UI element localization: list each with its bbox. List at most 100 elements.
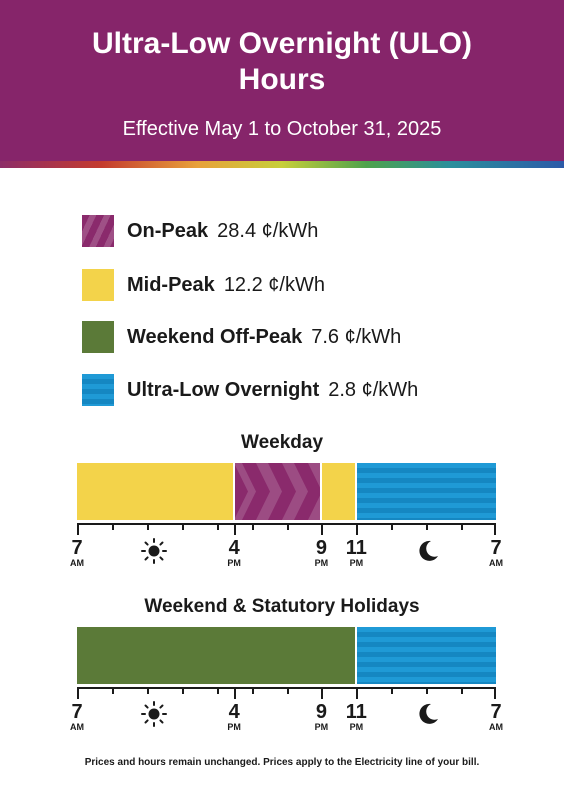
legend-name: Ultra-Low Overnight bbox=[127, 378, 320, 401]
minor-tick bbox=[286, 523, 289, 530]
page-title: Ultra-Low Overnight (ULO) Hours bbox=[0, 26, 564, 98]
minor-tick bbox=[461, 687, 464, 694]
minor-tick bbox=[146, 523, 149, 530]
weekday-timeline-bar bbox=[77, 463, 496, 520]
ultra-low-overnight-swatch bbox=[82, 374, 114, 406]
minor-tick bbox=[426, 687, 429, 694]
minor-tick bbox=[251, 523, 254, 530]
weekend-off-peak bbox=[77, 627, 356, 684]
tick-am-pm: PM bbox=[349, 558, 364, 568]
weekday-mid-peak-morning bbox=[77, 463, 234, 520]
weekend-time-axis bbox=[77, 684, 496, 700]
axis-tick-label: 9 PM bbox=[301, 538, 341, 569]
axis-tick-label: 7 AM bbox=[57, 702, 97, 733]
title-line-1: Ultra-Low Overnight (ULO) bbox=[92, 27, 472, 60]
weekday-mid-peak-evening bbox=[321, 463, 356, 520]
minor-tick bbox=[391, 523, 394, 530]
tick-am-pm: AM bbox=[70, 722, 84, 732]
moon-icon bbox=[419, 703, 438, 724]
minor-tick bbox=[181, 523, 184, 530]
legend-item-on-peak: On-Peak 28.4 ¢/kWh bbox=[82, 215, 318, 247]
segment-divider bbox=[355, 627, 357, 684]
major-tick bbox=[77, 523, 79, 535]
minor-tick bbox=[461, 523, 464, 530]
tick-hour: 7 bbox=[71, 537, 83, 559]
tick-am-pm: AM bbox=[70, 558, 84, 568]
weekday-ultra-low-overnight bbox=[356, 463, 496, 520]
axis-tick-label: 7 AM bbox=[57, 538, 97, 569]
major-tick bbox=[494, 687, 496, 699]
on-peak-chevron-pattern bbox=[234, 463, 321, 520]
legend-name: On-Peak bbox=[127, 219, 209, 242]
minor-tick bbox=[426, 523, 429, 530]
sun-icon bbox=[141, 701, 167, 727]
major-tick bbox=[234, 687, 237, 699]
legend-item-mid-peak: Mid-Peak 12.2 ¢/kWh bbox=[82, 269, 325, 301]
moon-icon bbox=[419, 540, 438, 561]
tick-am-pm: PM bbox=[314, 722, 329, 732]
weekday-on-peak bbox=[234, 463, 321, 520]
axis-tick-label: 4 PM bbox=[214, 702, 254, 733]
minor-tick bbox=[111, 687, 114, 694]
weekend-timeline-bar bbox=[77, 627, 496, 684]
weekend-off-peak-swatch bbox=[82, 321, 114, 353]
axis-tick-label: 9 PM bbox=[301, 702, 341, 733]
segment-divider bbox=[355, 463, 357, 520]
minor-tick bbox=[216, 687, 219, 694]
minor-tick bbox=[251, 687, 254, 694]
title-line-2: Hours bbox=[238, 63, 326, 96]
axis-tick-label: 11 PM bbox=[336, 702, 376, 733]
axis-tick-label: 7 AM bbox=[476, 538, 516, 569]
tick-hour: 7 bbox=[71, 701, 83, 723]
major-tick bbox=[77, 687, 79, 699]
legend-price: 12.2 ¢/kWh bbox=[223, 273, 325, 296]
tick-hour: 4 bbox=[228, 537, 240, 559]
tick-am-pm: PM bbox=[314, 558, 329, 568]
segment-divider bbox=[320, 463, 322, 520]
major-tick bbox=[234, 523, 237, 535]
major-tick bbox=[356, 523, 359, 535]
major-tick bbox=[321, 687, 324, 699]
legend-item-weekend-off-peak: Weekend Off-Peak 7.6 ¢/kWh bbox=[82, 321, 401, 353]
minor-tick bbox=[181, 687, 184, 694]
axis-tick-label: 4 PM bbox=[214, 538, 254, 569]
rainbow-stripe bbox=[0, 161, 564, 168]
tick-hour: 9 bbox=[315, 701, 327, 723]
minor-tick bbox=[391, 687, 394, 694]
tick-am-pm: AM bbox=[489, 722, 503, 732]
weekend-ultra-low-overnight bbox=[356, 627, 496, 684]
major-tick bbox=[356, 687, 359, 699]
mid-peak-swatch bbox=[82, 269, 114, 301]
footnote: Prices and hours remain unchanged. Price… bbox=[84, 757, 480, 768]
legend-name: Weekend Off-Peak bbox=[127, 325, 303, 348]
on-peak-swatch bbox=[82, 215, 114, 247]
axis-tick-label: 7 AM bbox=[476, 702, 516, 733]
segment-divider bbox=[233, 463, 235, 520]
axis-tick-label: 11 PM bbox=[336, 538, 376, 569]
major-tick bbox=[494, 523, 496, 535]
effective-dates: Effective May 1 to October 31, 2025 bbox=[122, 118, 442, 140]
tick-hour: 7 bbox=[490, 701, 502, 723]
weekend-title: Weekend & Statutory Holidays bbox=[144, 596, 420, 617]
weekday-time-axis bbox=[77, 520, 496, 536]
sun-icon bbox=[141, 538, 167, 564]
legend-price: 7.6 ¢/kWh bbox=[311, 325, 402, 348]
minor-tick bbox=[146, 687, 149, 694]
tick-hour: 9 bbox=[315, 537, 327, 559]
tick-am-pm: AM bbox=[489, 558, 503, 568]
legend-name: Mid-Peak bbox=[127, 273, 215, 296]
tick-hour: 4 bbox=[228, 701, 240, 723]
minor-tick bbox=[216, 523, 219, 530]
legend-price: 28.4 ¢/kWh bbox=[217, 219, 319, 242]
legend-item-ultra-low-overnight: Ultra-Low Overnight 2.8 ¢/kWh bbox=[82, 374, 418, 406]
tick-am-pm: PM bbox=[349, 722, 364, 732]
tick-am-pm: PM bbox=[227, 722, 241, 732]
major-tick bbox=[321, 523, 324, 535]
tick-hour: 11 bbox=[345, 701, 367, 723]
tick-hour: 11 bbox=[345, 537, 367, 559]
minor-tick bbox=[111, 523, 114, 530]
tick-hour: 7 bbox=[490, 537, 502, 559]
weekday-title: Weekday bbox=[240, 432, 324, 453]
legend-price: 2.8 ¢/kWh bbox=[328, 378, 419, 401]
header-banner: Ultra-Low Overnight (ULO) Hours Effectiv… bbox=[0, 0, 564, 163]
